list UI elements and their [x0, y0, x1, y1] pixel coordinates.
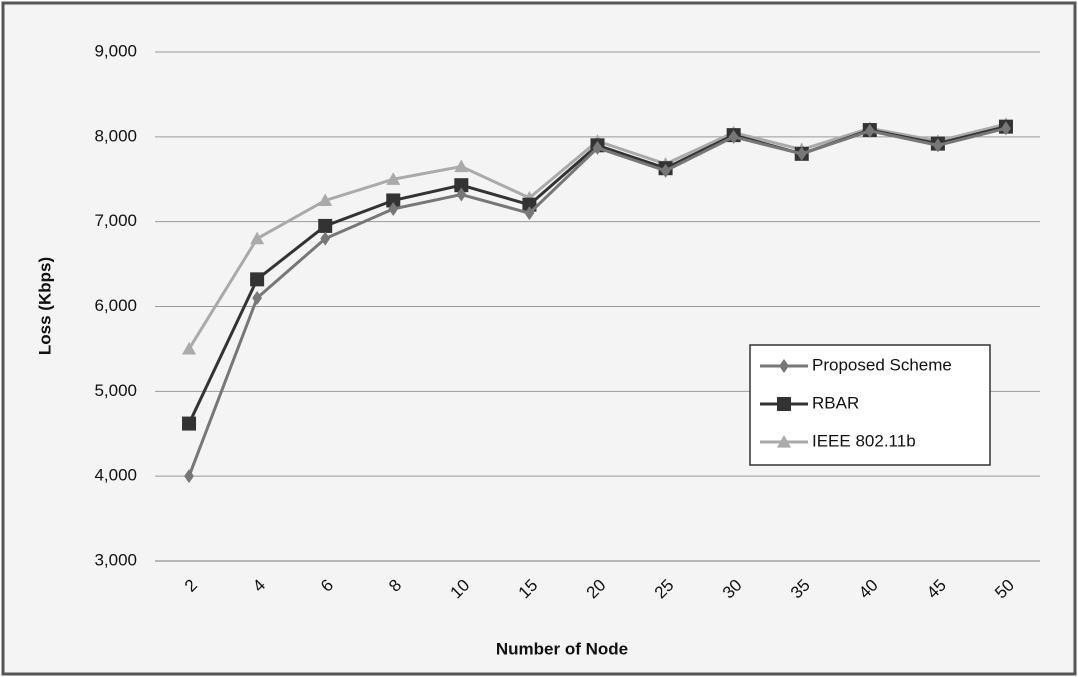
- y-tick-label: 8,000: [94, 126, 137, 145]
- legend-label: IEEE 802.11b: [812, 431, 916, 450]
- legend-label: Proposed Scheme: [812, 355, 952, 374]
- data-point: [864, 123, 875, 138]
- data-point: [250, 231, 265, 245]
- y-tick-label: 7,000: [94, 211, 137, 230]
- data-point: [182, 341, 197, 355]
- data-point: [524, 206, 535, 221]
- data-point: [592, 140, 603, 155]
- data-point: [388, 201, 399, 216]
- data-point: [660, 163, 671, 178]
- y-tick-label: 5,000: [94, 381, 137, 400]
- data-point: [386, 193, 401, 208]
- data-point: [796, 146, 807, 161]
- data-point: [454, 159, 469, 173]
- y-tick-label: 9,000: [94, 41, 137, 60]
- y-axis-title: Loss (Kbps): [35, 257, 54, 355]
- data-point: [456, 187, 467, 202]
- data-point: [777, 435, 791, 448]
- series: [184, 121, 1011, 484]
- legend-label: RBAR: [812, 393, 859, 412]
- data-point: [318, 193, 333, 207]
- legend: Proposed Scheme RBAR IEEE 802.11b: [749, 344, 991, 466]
- data-point: [320, 231, 331, 246]
- data-point: [779, 359, 789, 373]
- data-point: [932, 138, 943, 153]
- y-tick-label: 6,000: [94, 296, 137, 315]
- data-point: [250, 272, 265, 287]
- data-point: [386, 172, 401, 185]
- x-axis-title: Number of Node: [496, 639, 628, 658]
- data-point: [454, 178, 469, 193]
- data-point: [777, 397, 791, 411]
- data-point: [318, 218, 333, 233]
- y-tick-label: 3,000: [94, 550, 137, 569]
- data-point: [728, 129, 739, 144]
- data-point: [184, 469, 194, 484]
- data-point: [182, 416, 197, 431]
- y-tick-label: 4,000: [94, 466, 137, 485]
- data-point: [252, 291, 263, 306]
- data-point: [1001, 121, 1011, 136]
